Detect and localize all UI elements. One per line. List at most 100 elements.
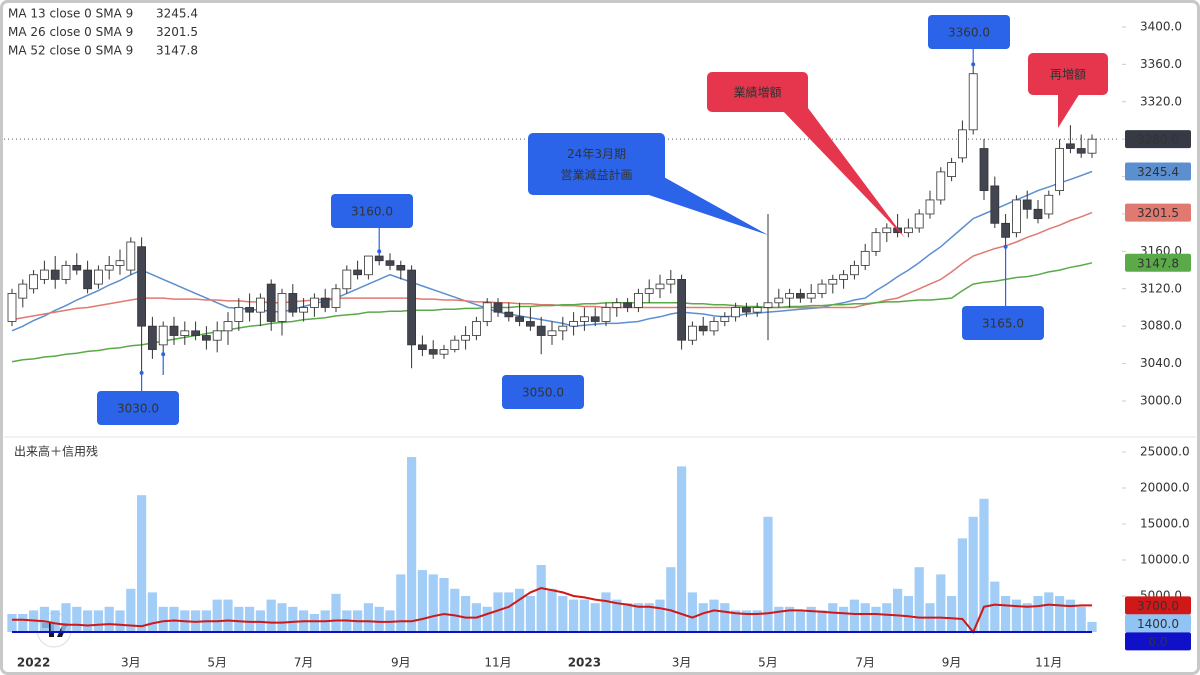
volume-bar bbox=[623, 603, 633, 633]
volume-bar bbox=[1022, 603, 1032, 633]
candle-body bbox=[1022, 199, 1032, 210]
candle-body bbox=[493, 302, 503, 313]
x-tick-label: 5月 bbox=[207, 656, 227, 670]
candle-body bbox=[1087, 138, 1097, 154]
candle-body bbox=[536, 325, 546, 336]
price-tag-label: 3280.0 bbox=[1137, 133, 1179, 147]
volume-bar bbox=[61, 603, 71, 633]
volume-bar bbox=[968, 516, 978, 633]
volume-bar bbox=[903, 596, 913, 633]
volume-bar bbox=[158, 606, 168, 633]
candle-body bbox=[644, 288, 654, 294]
price-tag bbox=[1125, 253, 1191, 272]
callout-text: 再増額 bbox=[1050, 68, 1086, 82]
y-tick-label: 3120.0 bbox=[1140, 281, 1182, 295]
volume-bar bbox=[612, 599, 622, 633]
candle-body bbox=[763, 302, 773, 308]
volume-bar bbox=[1001, 596, 1011, 633]
candle-body bbox=[515, 316, 524, 322]
volume-bar bbox=[709, 599, 719, 633]
volume-bar bbox=[83, 610, 93, 633]
x-tick-label: 2023 bbox=[568, 656, 601, 670]
candle-body bbox=[925, 199, 935, 215]
annotation-box bbox=[928, 15, 1010, 49]
candle-body bbox=[83, 269, 92, 290]
price-tag-label: 3201.5 bbox=[1137, 206, 1179, 220]
y-tick-label: 25000.0 bbox=[1140, 445, 1190, 459]
y-tick-label: 3080.0 bbox=[1140, 319, 1182, 333]
volume-bar bbox=[515, 588, 525, 633]
callout-box bbox=[707, 72, 808, 112]
price-tag-label: 3700.0 bbox=[1137, 599, 1179, 613]
volume-bar bbox=[234, 606, 244, 633]
volume-bar bbox=[374, 606, 384, 633]
annotation-point bbox=[161, 352, 166, 357]
price-tag-label: 0.0 bbox=[1148, 635, 1167, 649]
volume-bar bbox=[752, 610, 762, 633]
volume-bar bbox=[979, 498, 989, 633]
candle-body bbox=[731, 307, 740, 318]
candle-body bbox=[806, 293, 816, 299]
candle-body bbox=[666, 279, 676, 285]
volume-bar bbox=[50, 610, 60, 633]
candle-body bbox=[504, 311, 514, 318]
volume-bar bbox=[558, 596, 568, 633]
volume-bar bbox=[1087, 621, 1097, 633]
x-tick-label: 11月 bbox=[1035, 656, 1062, 670]
volume-bar bbox=[169, 606, 179, 633]
candle-body bbox=[785, 293, 794, 299]
candle-body bbox=[623, 302, 632, 308]
price-tag bbox=[1125, 614, 1191, 633]
volume-bar bbox=[1076, 606, 1086, 633]
candle-body bbox=[601, 307, 611, 322]
y-tick-label: 10000.0 bbox=[1140, 553, 1190, 567]
volume-bar bbox=[417, 570, 427, 633]
volume-bar bbox=[504, 592, 514, 633]
annotation-label: 3050.0 bbox=[522, 386, 564, 400]
candle-body bbox=[331, 288, 341, 308]
volume-bar bbox=[601, 592, 611, 633]
candle-body bbox=[191, 330, 201, 336]
candle-body bbox=[353, 269, 363, 276]
candle-body bbox=[709, 321, 719, 332]
candle-body bbox=[255, 297, 265, 313]
x-tick-label: 9月 bbox=[391, 656, 411, 670]
volume-bar bbox=[461, 596, 471, 633]
candle-body bbox=[147, 325, 157, 350]
volume-bar bbox=[1011, 599, 1021, 633]
candle-body bbox=[223, 321, 233, 332]
volume-bar bbox=[223, 599, 233, 633]
volume-bar bbox=[245, 606, 255, 633]
candle-body bbox=[7, 293, 17, 322]
volume-title: 出来高＋信用残 bbox=[14, 444, 98, 459]
price-tag bbox=[1125, 203, 1191, 222]
candle-body bbox=[796, 293, 805, 299]
volume-bar bbox=[331, 593, 341, 633]
volume-bar bbox=[104, 606, 114, 633]
ma-line bbox=[11, 211, 1093, 321]
volume-bar bbox=[439, 578, 449, 633]
callout-pointer bbox=[782, 104, 905, 238]
volume-bar bbox=[763, 516, 773, 633]
x-tick-label: 3月 bbox=[672, 656, 692, 670]
volume-bar bbox=[687, 592, 697, 633]
annotation-label: 3165.0 bbox=[982, 317, 1024, 331]
candle-body bbox=[374, 255, 384, 262]
volume-bar bbox=[407, 457, 417, 633]
candle-body bbox=[439, 349, 449, 355]
volume-bar bbox=[990, 581, 1000, 633]
y-tick-label: 3040.0 bbox=[1140, 356, 1182, 370]
candle-body bbox=[612, 302, 622, 308]
price-tag bbox=[1125, 162, 1191, 181]
candle-body bbox=[774, 297, 784, 304]
candle-body bbox=[29, 274, 39, 290]
candle-body bbox=[18, 283, 28, 299]
candle-body bbox=[634, 293, 643, 308]
volume-bar bbox=[18, 614, 28, 633]
candle-body bbox=[947, 162, 956, 177]
candle-body bbox=[385, 260, 395, 266]
volume-bar bbox=[579, 599, 589, 633]
candle-body bbox=[277, 293, 287, 322]
